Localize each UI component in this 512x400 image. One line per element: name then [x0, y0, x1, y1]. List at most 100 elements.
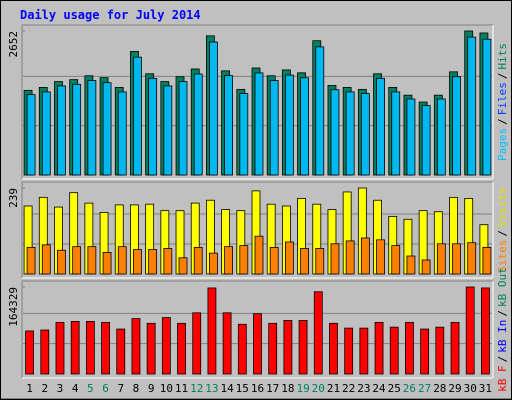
legend-item: Pages: [496, 128, 509, 161]
x-tick-label: 14: [220, 382, 234, 395]
bar: [133, 56, 142, 176]
bar: [436, 243, 446, 275]
bar: [313, 291, 323, 375]
bar: [177, 322, 186, 375]
x-tick-label: 2: [41, 382, 48, 395]
bar: [330, 89, 340, 176]
bar: [482, 38, 492, 176]
bar: [148, 249, 158, 275]
legend-item: Visits: [496, 187, 509, 227]
bar: [161, 317, 171, 375]
bar: [163, 248, 173, 275]
bar: [391, 245, 401, 275]
x-tick-label: 31: [479, 382, 492, 395]
bar: [359, 327, 369, 375]
x-tick-label: 21: [327, 382, 340, 395]
bar: [239, 93, 249, 176]
bar: [436, 98, 446, 176]
legend-separator: /: [496, 230, 509, 237]
x-tick-label: 22: [342, 382, 355, 395]
bar: [406, 98, 416, 176]
bar: [102, 82, 112, 176]
legend-separator: /: [496, 118, 509, 125]
bar: [85, 321, 95, 375]
bar: [237, 323, 247, 375]
bar: [284, 241, 294, 275]
bar: [481, 287, 490, 375]
y-tick-label: 239: [7, 188, 20, 208]
bar: [116, 328, 126, 375]
x-tick-label: 25: [388, 382, 401, 395]
bar: [146, 322, 156, 375]
legend-separator: /: [496, 356, 509, 363]
legend: Pages / Files / Hits: [496, 43, 509, 161]
bar: [389, 326, 399, 375]
legend-item: kB Out: [496, 267, 509, 307]
bar: [193, 73, 203, 176]
x-tick-label: 17: [266, 382, 279, 395]
bar: [284, 74, 294, 176]
x-tick-label: 15: [236, 382, 249, 395]
bar: [117, 246, 127, 275]
bar: [269, 80, 279, 176]
bar: [72, 83, 82, 176]
bar: [163, 85, 173, 176]
bar: [467, 242, 477, 275]
bar: [41, 244, 51, 275]
bar: [268, 322, 278, 375]
bar: [55, 321, 65, 375]
bar: [87, 246, 97, 275]
bar: [209, 41, 218, 176]
bar: [435, 326, 445, 375]
legend-item: Files: [496, 82, 509, 115]
bar: [360, 93, 370, 176]
bar: [452, 76, 461, 176]
x-tick-label: 27: [418, 382, 431, 395]
bar: [315, 248, 325, 275]
bar: [72, 246, 82, 275]
x-tick-label: 1: [26, 382, 33, 395]
x-tick-label: 26: [403, 382, 416, 395]
x-tick-label: 6: [102, 382, 109, 395]
x-tick-label: 28: [433, 382, 446, 395]
bar: [148, 77, 158, 176]
bar: [178, 81, 188, 176]
bar: [101, 321, 110, 375]
legend-separator: /: [496, 310, 509, 317]
legend-item: Sites: [496, 240, 509, 273]
x-tick-label: 29: [448, 382, 461, 395]
bar: [374, 321, 384, 375]
bar: [25, 330, 34, 375]
legend-item: kB In: [496, 320, 509, 353]
bar: [193, 246, 203, 275]
x-tick-label: 4: [72, 382, 79, 395]
x-tick-label: 5: [87, 382, 94, 395]
bar: [40, 329, 50, 375]
bar: [207, 287, 217, 375]
bar: [300, 248, 309, 275]
chart-title: Daily usage for July 2014: [20, 8, 201, 22]
bar: [465, 286, 475, 375]
bar: [345, 91, 355, 176]
x-tick-label: 9: [148, 382, 155, 395]
bar: [329, 322, 338, 375]
bar: [26, 246, 36, 275]
bar: [405, 321, 414, 375]
x-tick-label: 11: [175, 382, 188, 395]
bar: [391, 91, 401, 176]
legend: Sites / Visits: [496, 187, 509, 273]
bar: [254, 72, 264, 176]
bar: [421, 259, 431, 275]
bar: [298, 320, 308, 375]
bar: [406, 255, 416, 275]
x-tick-label: 30: [464, 382, 477, 395]
x-tick-label: 8: [133, 382, 140, 395]
bar: [376, 239, 385, 275]
bar: [133, 249, 142, 275]
bar: [87, 80, 97, 176]
bar: [345, 240, 355, 275]
legend-item: kB F: [496, 365, 509, 392]
bar: [482, 246, 492, 275]
bar: [57, 85, 66, 176]
